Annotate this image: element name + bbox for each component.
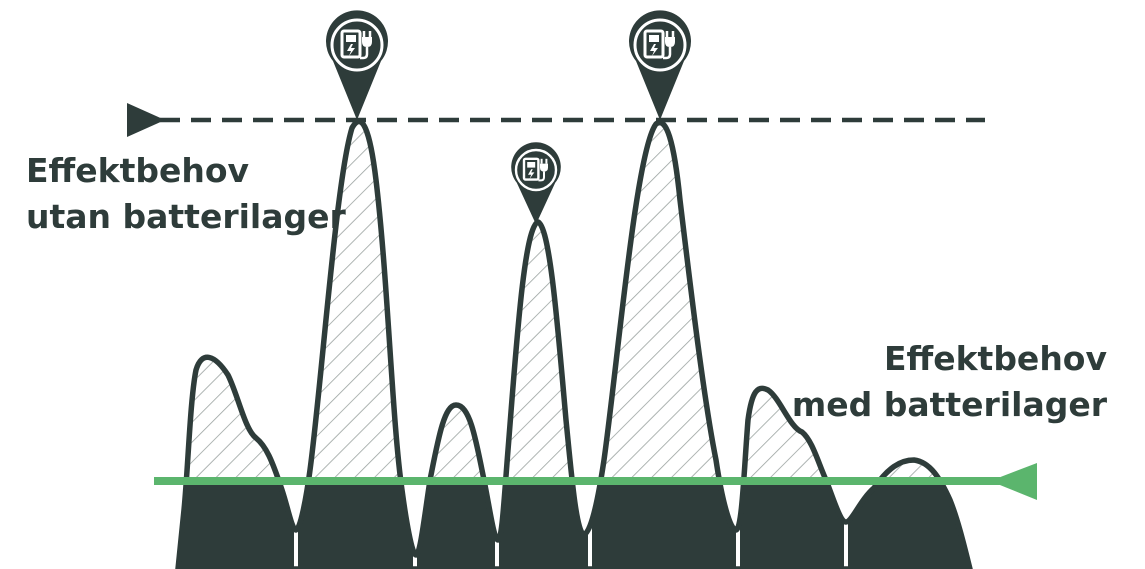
- label-without-battery-line-1: Effektbehov: [26, 151, 250, 190]
- label-with-battery-line-1: Effektbehov: [883, 339, 1107, 378]
- label-with-battery-line-2: med batterilager: [791, 385, 1107, 424]
- peak-area-hatched: [186, 121, 941, 481]
- ev-charger-pin-icon: [629, 10, 691, 120]
- peak-line-arrow: [127, 103, 165, 137]
- power-demand-curve: [175, 118, 973, 569]
- ev-charger-pin-icon: [511, 142, 561, 225]
- label-without-battery: Effektbehov utan batterilager: [26, 148, 346, 240]
- label-without-battery-line-2: utan batterilager: [26, 197, 346, 236]
- ev-charger-pin-icon: [326, 10, 388, 120]
- reduced-line-arrow: [990, 463, 1037, 500]
- label-with-battery: Effektbehov med batterilager: [792, 336, 1107, 428]
- base-load-area: [178, 481, 970, 569]
